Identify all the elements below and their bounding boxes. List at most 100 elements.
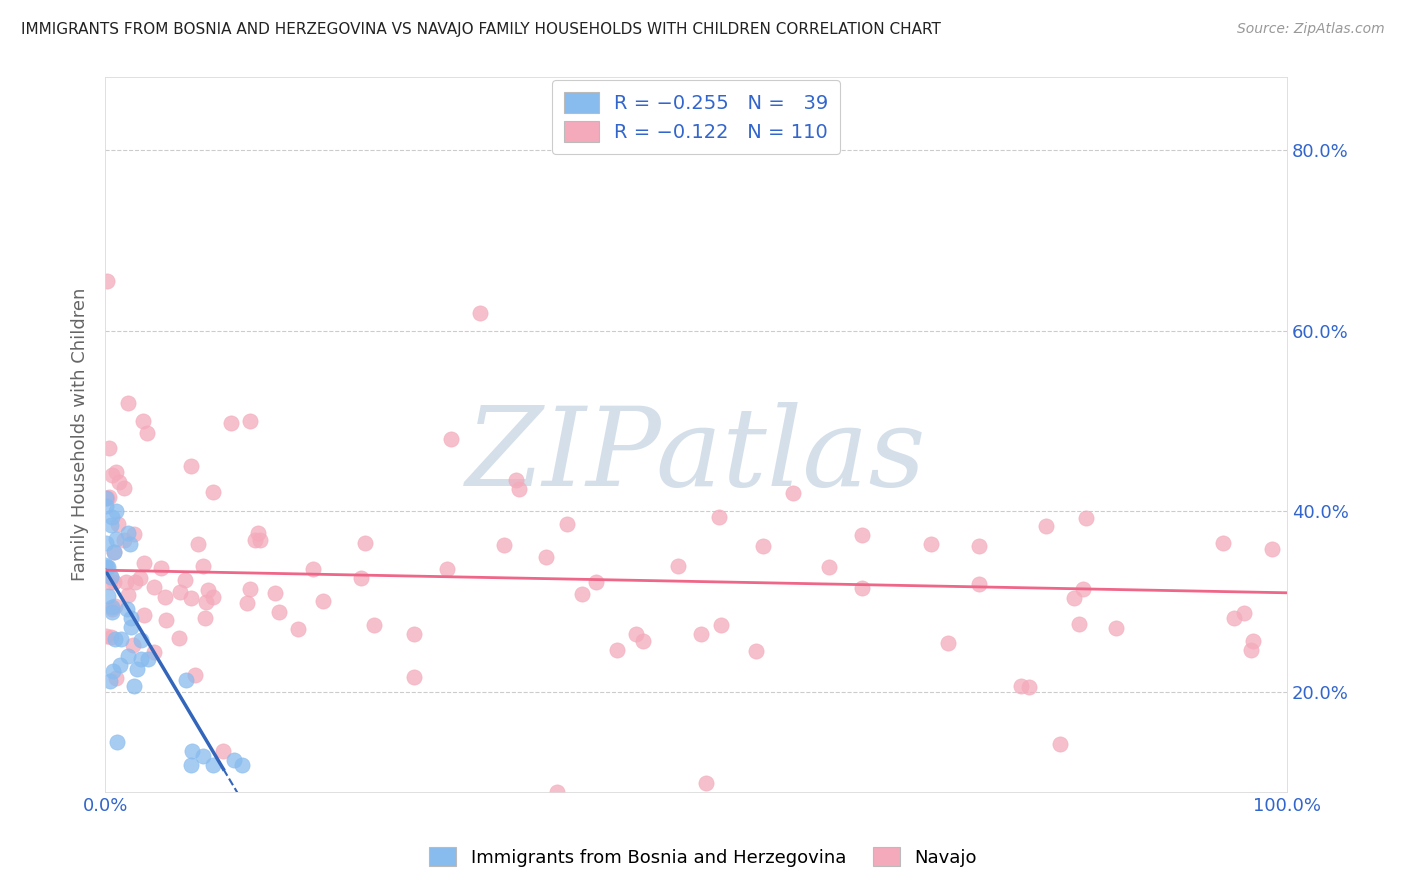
Point — [239, 582, 262, 597]
Point — [167, 631, 190, 645]
Point — [120, 620, 142, 634]
Point — [585, 574, 607, 589]
Point — [505, 474, 527, 488]
Point — [129, 652, 152, 666]
Point — [267, 606, 290, 620]
Point — [353, 536, 375, 550]
Point — [197, 582, 219, 597]
Point — [104, 503, 127, 517]
Point — [263, 586, 285, 600]
Y-axis label: Family Households with Children: Family Households with Children — [72, 288, 89, 582]
Point — [103, 545, 125, 559]
Point — [100, 517, 122, 532]
Point — [404, 627, 426, 641]
Point — [1018, 681, 1040, 695]
Point — [97, 441, 120, 455]
Point — [180, 459, 202, 474]
Point — [94, 558, 117, 572]
Point — [1260, 542, 1282, 557]
Point — [97, 589, 120, 603]
Point — [1035, 519, 1057, 533]
Point — [174, 573, 197, 587]
Point — [752, 539, 775, 553]
Point — [231, 757, 253, 772]
Point — [202, 757, 225, 772]
Point — [851, 527, 873, 541]
Point — [150, 561, 173, 575]
Point — [118, 537, 141, 551]
Point — [224, 753, 246, 767]
Point — [193, 749, 215, 764]
Point — [302, 562, 325, 576]
Point — [96, 274, 118, 288]
Point — [131, 414, 153, 428]
Point — [243, 533, 266, 548]
Point — [247, 526, 270, 541]
Point — [1240, 643, 1263, 657]
Point — [920, 537, 942, 551]
Text: IMMIGRANTS FROM BOSNIA AND HERZEGOVINA VS NAVAJO FAMILY HOUSEHOLDS WITH CHILDREN: IMMIGRANTS FROM BOSNIA AND HERZEGOVINA V… — [21, 22, 941, 37]
Point — [436, 562, 458, 576]
Point — [555, 516, 578, 531]
Point — [128, 571, 150, 585]
Point — [1105, 621, 1128, 635]
Point — [312, 594, 335, 608]
Point — [98, 574, 121, 589]
Point — [1063, 591, 1085, 606]
Point — [94, 499, 117, 513]
Point — [782, 486, 804, 500]
Point — [117, 649, 139, 664]
Point — [132, 556, 155, 570]
Point — [117, 526, 139, 541]
Point — [710, 618, 733, 632]
Point — [508, 482, 530, 496]
Point — [100, 630, 122, 644]
Point — [606, 643, 628, 657]
Point — [97, 490, 120, 504]
Point — [124, 527, 146, 541]
Point — [695, 775, 717, 789]
Point — [129, 633, 152, 648]
Point — [122, 679, 145, 693]
Point — [100, 510, 122, 524]
Point — [1010, 679, 1032, 693]
Point — [107, 516, 129, 531]
Point — [101, 600, 124, 615]
Point — [155, 613, 177, 627]
Point — [1212, 536, 1234, 550]
Point — [104, 599, 127, 613]
Point — [624, 627, 647, 641]
Point — [470, 305, 492, 319]
Point — [440, 432, 463, 446]
Point — [115, 575, 138, 590]
Point — [1222, 611, 1244, 625]
Point — [108, 657, 131, 672]
Point — [194, 610, 217, 624]
Point — [666, 559, 689, 574]
Point — [194, 595, 217, 609]
Point — [492, 538, 515, 552]
Point — [187, 537, 209, 551]
Point — [100, 570, 122, 584]
Point — [104, 671, 127, 685]
Point — [689, 627, 711, 641]
Point — [249, 533, 271, 548]
Point — [103, 545, 125, 559]
Point — [105, 735, 128, 749]
Point — [124, 574, 146, 589]
Point — [287, 622, 309, 636]
Text: ZIPatlas: ZIPatlas — [465, 402, 927, 509]
Point — [132, 608, 155, 623]
Point — [96, 491, 118, 506]
Point — [1049, 737, 1071, 751]
Point — [1071, 582, 1094, 596]
Point — [103, 575, 125, 590]
Point — [112, 481, 135, 495]
Point — [1067, 616, 1090, 631]
Point — [174, 673, 197, 688]
Point — [117, 396, 139, 410]
Point — [818, 560, 841, 574]
Point — [1241, 633, 1264, 648]
Point — [571, 587, 593, 601]
Point — [967, 540, 990, 554]
